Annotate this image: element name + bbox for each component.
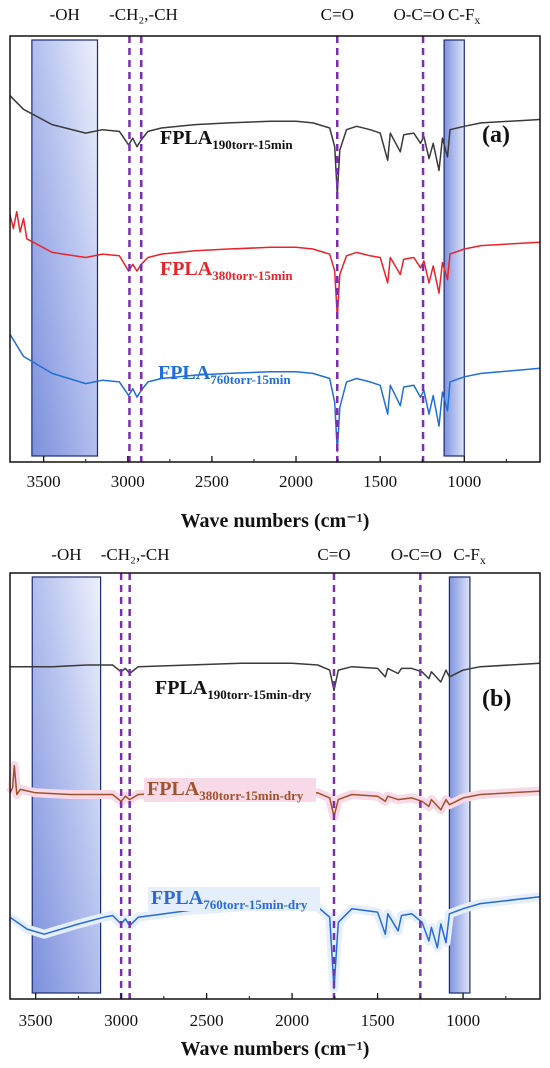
band-1	[448, 576, 471, 994]
x-tick-label-2: 2500	[195, 472, 229, 491]
series-line-1	[9, 210, 541, 318]
x-axis-label: Wave numbers (cm⁻¹)	[181, 1038, 370, 1060]
x-tick-label-0: 3500	[27, 472, 61, 491]
marker-label-2: C=O	[321, 5, 354, 24]
series-line-0	[9, 95, 541, 196]
series-label-bg-2	[148, 887, 320, 911]
x-tick-label-2: 2500	[190, 1011, 224, 1030]
marker-label-2: C=O	[317, 545, 350, 564]
x-tick-label-0: 3500	[19, 1011, 53, 1030]
x-tick-label-1: 3000	[111, 472, 145, 491]
series-label-1: FPLA380torr-15min-dry	[147, 778, 304, 803]
series-line-2	[9, 333, 541, 453]
series-line-1	[9, 764, 541, 818]
series-line-2	[9, 896, 541, 990]
series-label-1: FPLA380torr-15min	[160, 258, 293, 283]
x-tick-label-4: 1500	[363, 472, 397, 491]
band-1	[443, 39, 465, 457]
band-label-0: -OH	[51, 545, 81, 564]
band-label-0: -OH	[50, 5, 80, 24]
panel-a: FPLA190torr-15min FPLA380torr-15min FPLA76…	[9, 5, 541, 532]
x-tick-label-5: 1000	[447, 472, 481, 491]
series-line-0	[10, 662, 541, 692]
band-label-1: C-Fx	[448, 5, 480, 27]
panel-label: (a)	[482, 122, 510, 148]
series-label-0: FPLA190torr-15min	[160, 127, 293, 152]
marker-label-3: O-C=O	[393, 5, 444, 24]
plot-frame	[9, 35, 541, 463]
x-axis-label: Wave numbers (cm⁻¹)	[181, 510, 370, 532]
series-label-2: FPLA760torr-15min	[158, 362, 291, 387]
x-tick-label-3: 2000	[279, 472, 313, 491]
marker-label-3: O-C=O	[391, 545, 442, 564]
series-label-bg-1	[144, 778, 316, 802]
marker-label-0: -CH₂,-CH	[101, 545, 170, 564]
band-0	[31, 39, 99, 457]
x-tick-label-1: 3000	[104, 1011, 138, 1030]
series-label-2: FPLA760torr-15min-dry	[151, 887, 308, 912]
x-tick-label-3: 2000	[275, 1011, 309, 1030]
x-tick-label-4: 1500	[361, 1011, 395, 1030]
series-label-0: FPLA190torr-15min-dry	[155, 677, 312, 702]
band-label-1: C-Fx	[453, 545, 485, 567]
panel-b: FPLA190torr-15min-dry FPLA380torr-15min-d…	[5, 545, 541, 1060]
marker-label-0: -CH₂,-CH	[109, 5, 178, 24]
panel-label: (b)	[482, 686, 511, 712]
x-tick-label-5: 1000	[446, 1011, 480, 1030]
plot-frame	[9, 572, 541, 1000]
